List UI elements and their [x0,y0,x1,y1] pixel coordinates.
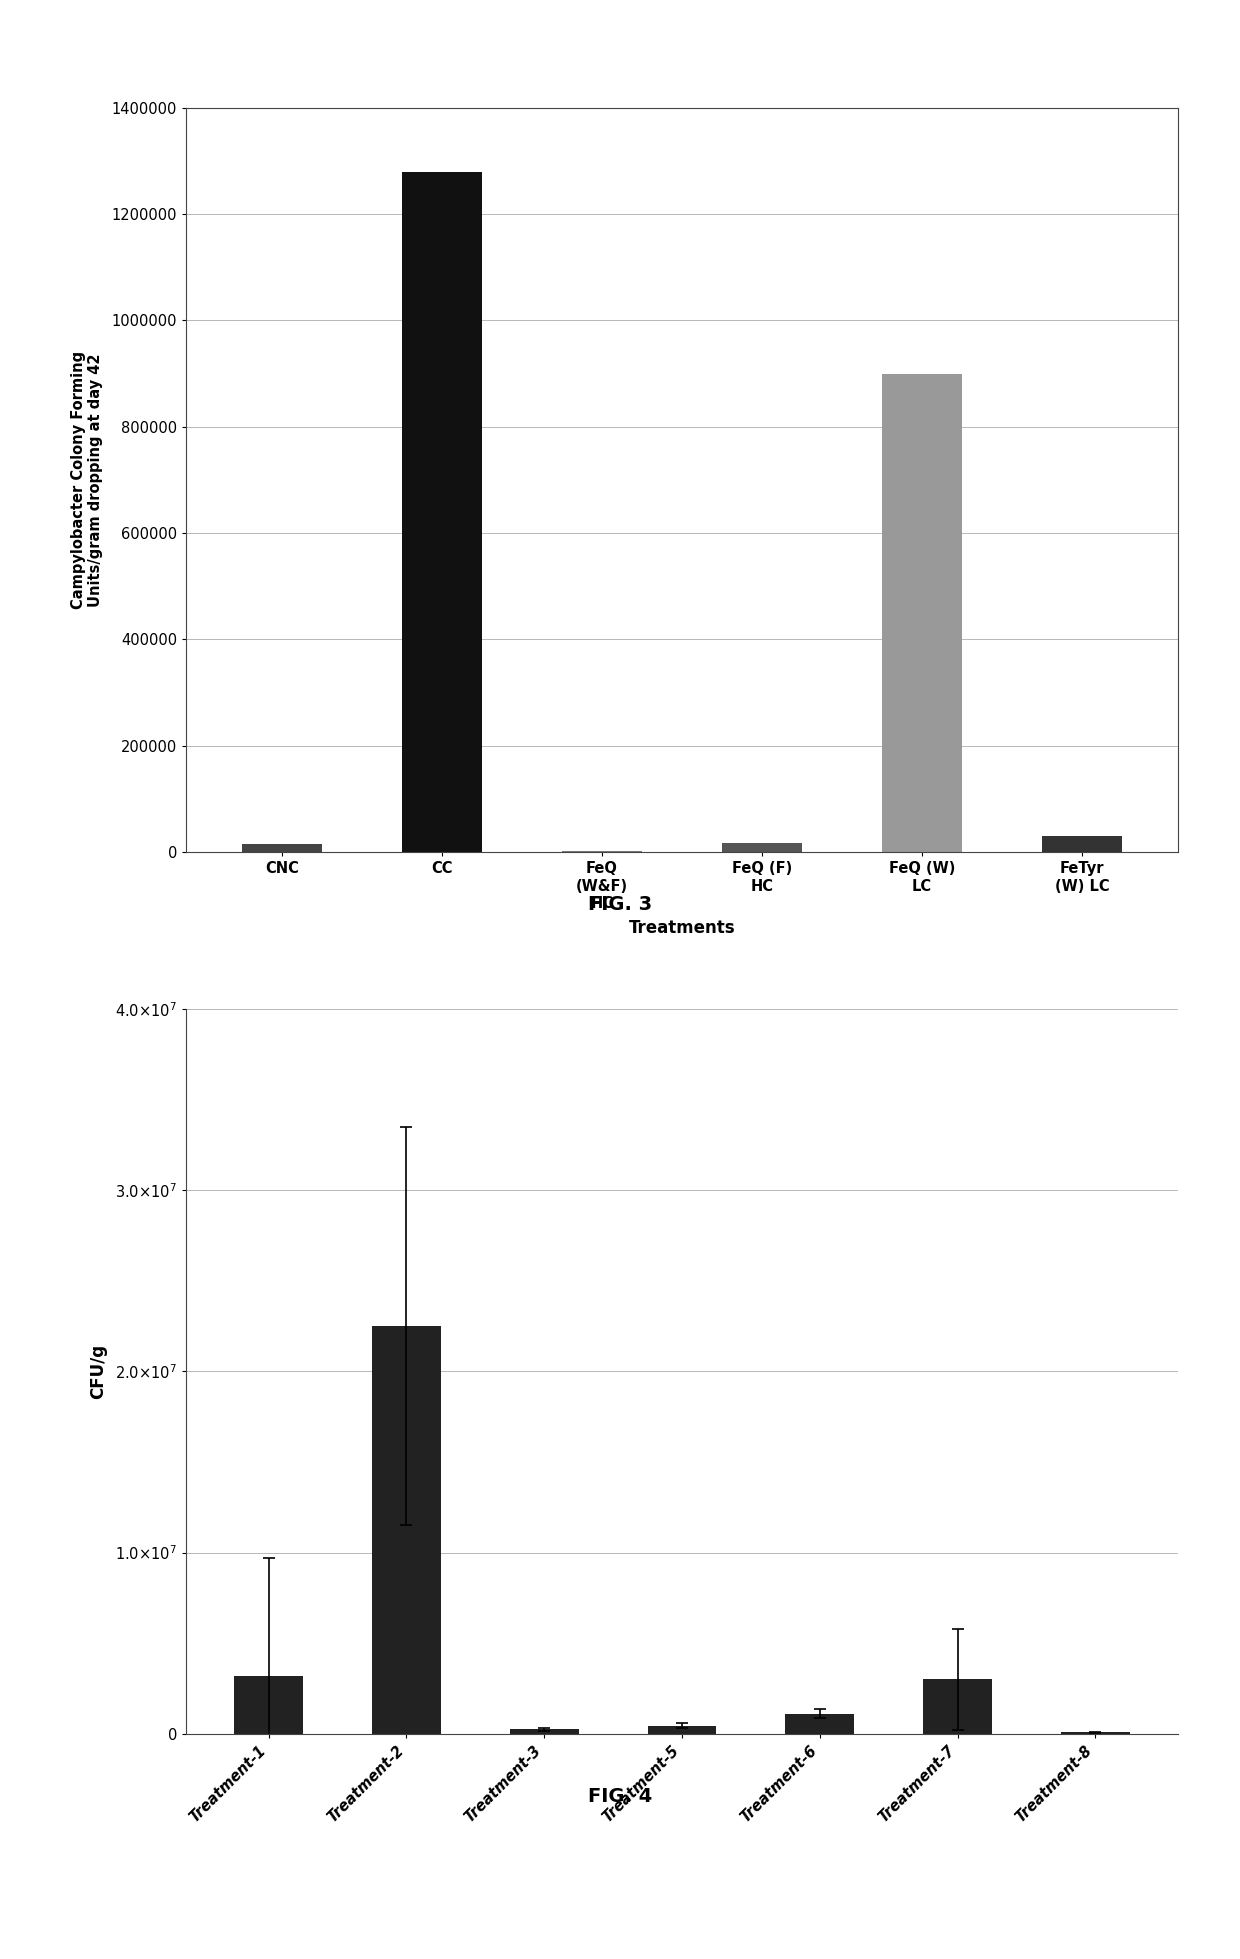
Bar [882,374,962,852]
Text: FIG. 4: FIG. 4 [588,1787,652,1806]
Bar [242,844,322,852]
Bar [510,1730,579,1734]
Y-axis label: Campylobacter Colony Forming
Units/gram dropping at day 42: Campylobacter Colony Forming Units/gram … [71,351,103,609]
Text: FIG. 3: FIG. 3 [588,895,652,915]
Bar [722,842,802,852]
Y-axis label: CFU/g: CFU/g [89,1344,107,1399]
Bar [923,1679,992,1734]
Bar [1042,836,1122,852]
Bar [785,1714,854,1734]
Bar [372,1326,441,1734]
X-axis label: Treatments: Treatments [629,919,735,936]
Bar [402,172,482,852]
Bar [647,1726,717,1734]
Bar [234,1675,303,1734]
